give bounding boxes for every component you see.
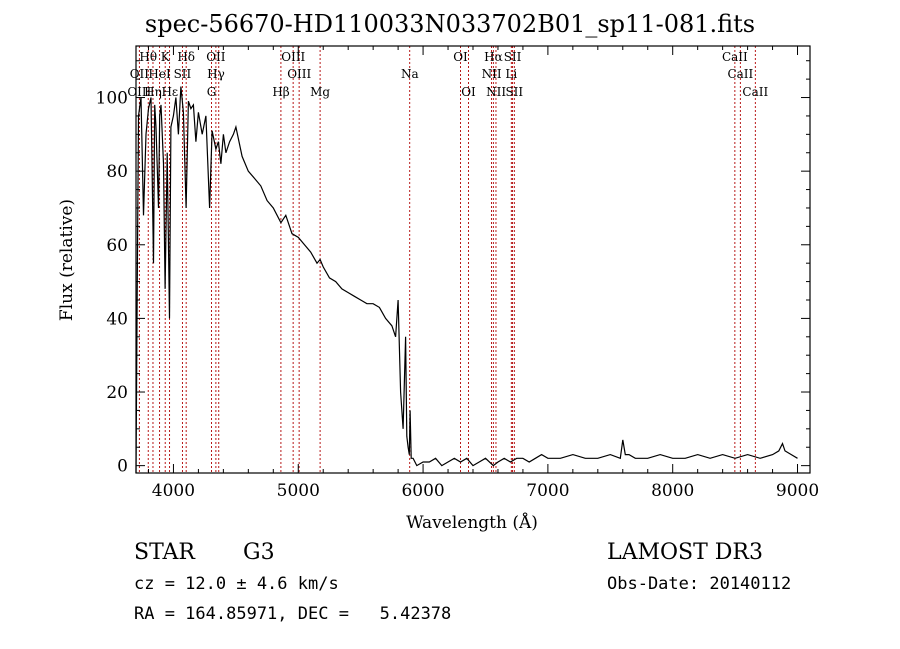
x-tick-label: 4000 [152, 481, 195, 501]
line-id-label: G [207, 85, 217, 99]
emission-line-markers [138, 46, 756, 473]
x-axis-ticks: 4000 5000 6000 7000 8000 9000 [147, 46, 819, 501]
line-id-label: OI [453, 50, 468, 64]
survey-name: LAMOST DR3 [607, 540, 763, 565]
x-tick-label: 6000 [401, 481, 444, 501]
line-id-label: Hθ [139, 50, 157, 64]
page-title: spec-56670-HD110033N033702B01_sp11-081.f… [144, 10, 756, 38]
line-id-label: OIII [287, 67, 311, 81]
observation-date: Obs-Date: 20140112 [607, 574, 792, 594]
line-id-label: Hδ [177, 50, 195, 64]
line-id-label: Mg [310, 85, 330, 99]
line-id-label: SII [505, 85, 523, 99]
y-tick-label: 60 [106, 236, 128, 256]
y-tick-label: 100 [96, 89, 128, 109]
line-id-label: NII [486, 85, 506, 99]
line-id-label: CaII [727, 67, 753, 81]
line-id-label: OII [130, 67, 150, 81]
line-id-label: Hη [144, 85, 162, 99]
spectrum-line [135, 86, 798, 474]
line-id-label: Hγ [207, 67, 225, 81]
x-axis-label: Wavelength (Å) [406, 512, 538, 533]
y-tick-label: 80 [106, 162, 128, 182]
line-id-label: SII [174, 67, 192, 81]
line-id-label: SII [504, 50, 522, 64]
coordinates: RA = 164.85971, DEC = 5.42378 [134, 604, 452, 624]
redshift-velocity: cz = 12.0 ± 4.6 km/s [134, 574, 339, 594]
y-tick-label: 0 [117, 457, 128, 477]
line-id-label: OIII [127, 85, 151, 99]
line-id-label: OIII [281, 50, 305, 64]
line-id-label: Na [401, 67, 419, 81]
y-tick-label: 20 [106, 383, 128, 403]
line-id-label: Hε [161, 85, 178, 99]
y-tick-label: 40 [106, 309, 128, 329]
line-id-label: Li [505, 67, 517, 81]
y-axis-ticks: 0 20 40 60 80 100 [96, 60, 810, 477]
line-id-label: Hα [484, 50, 503, 64]
line-id-label: K [161, 50, 171, 64]
y-axis-label: Flux (relative) [57, 199, 77, 321]
line-id-label: Hβ [272, 85, 289, 99]
line-id-label: CaII [742, 85, 768, 99]
object-subclass: G3 [243, 540, 275, 565]
plot-frame [135, 45, 811, 474]
x-tick-label: 8000 [651, 481, 694, 501]
line-id-label: CaII [722, 50, 748, 64]
line-id-label: NII [482, 67, 502, 81]
line-id-label: OII [206, 50, 226, 64]
x-tick-label: 7000 [526, 481, 569, 501]
x-tick-label: 5000 [277, 481, 320, 501]
object-class: STAR [134, 540, 195, 565]
x-tick-label: 9000 [776, 481, 819, 501]
line-id-label: OI [461, 85, 476, 99]
line-id-label: HeI [148, 67, 171, 81]
